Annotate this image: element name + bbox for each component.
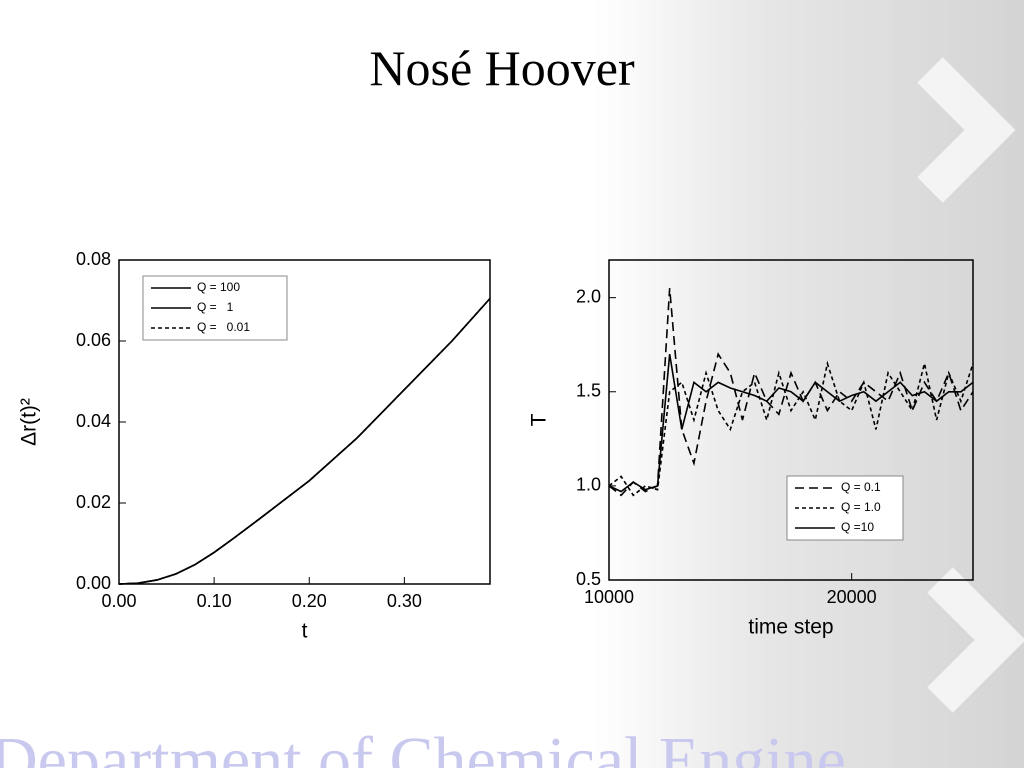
y-axis-label: T <box>528 413 551 426</box>
data-line <box>118 297 491 585</box>
legend-label: Q = 1 <box>197 300 234 314</box>
legend-label: Q = 1.0 <box>841 500 881 514</box>
data-line <box>608 360 974 497</box>
data-line <box>608 288 974 497</box>
y-tick-label: 0.00 <box>76 573 111 593</box>
x-tick-label: 0.10 <box>197 591 232 611</box>
x-axis-label: time step <box>748 616 833 639</box>
legend: Q = 0.1 Q = 1.0 Q =10 <box>786 475 904 541</box>
x-tick-label: 0.00 <box>101 591 136 611</box>
data-line <box>608 353 974 493</box>
x-axis-label: t <box>302 620 308 643</box>
y-tick-label: 1.5 <box>576 381 601 401</box>
legend: Q = 100 Q = 1 Q = 0.01 <box>142 275 288 341</box>
y-tick-label: 0.5 <box>576 569 601 589</box>
x-tick-label: 20000 <box>827 587 877 607</box>
footer: Department of Chemical Engine <box>0 724 846 768</box>
legend-label: Q = 0.1 <box>841 480 881 494</box>
y-tick-label: 0.08 <box>76 249 111 269</box>
legend-label: Q =10 <box>841 520 874 534</box>
chart: 0.00 0.10 0.20 0.30 0.00 0.02 0.04 0.06 0.08 t Δr(… <box>18 249 491 643</box>
x-tick-label: 0.20 <box>292 591 327 611</box>
y-tick-label: 2.0 <box>576 286 601 306</box>
y-tick-label: 0.02 <box>76 492 111 512</box>
y-axis-label: Δr(t)² <box>18 398 41 446</box>
y-tick-label: 1.0 <box>576 475 601 495</box>
y-tick-label: 0.06 <box>76 330 111 350</box>
slide-title: Nosé Hoover <box>369 40 635 96</box>
x-tick-label: 10000 <box>584 587 634 607</box>
y-tick-label: 0.04 <box>76 411 111 431</box>
plot-area <box>608 259 974 581</box>
legend-label: Q = 100 <box>197 280 240 294</box>
legend-label: Q = 0.01 <box>197 320 250 334</box>
x-tick-label: 0.30 <box>387 591 422 611</box>
legend-box <box>786 475 904 541</box>
decoration <box>917 57 1024 713</box>
